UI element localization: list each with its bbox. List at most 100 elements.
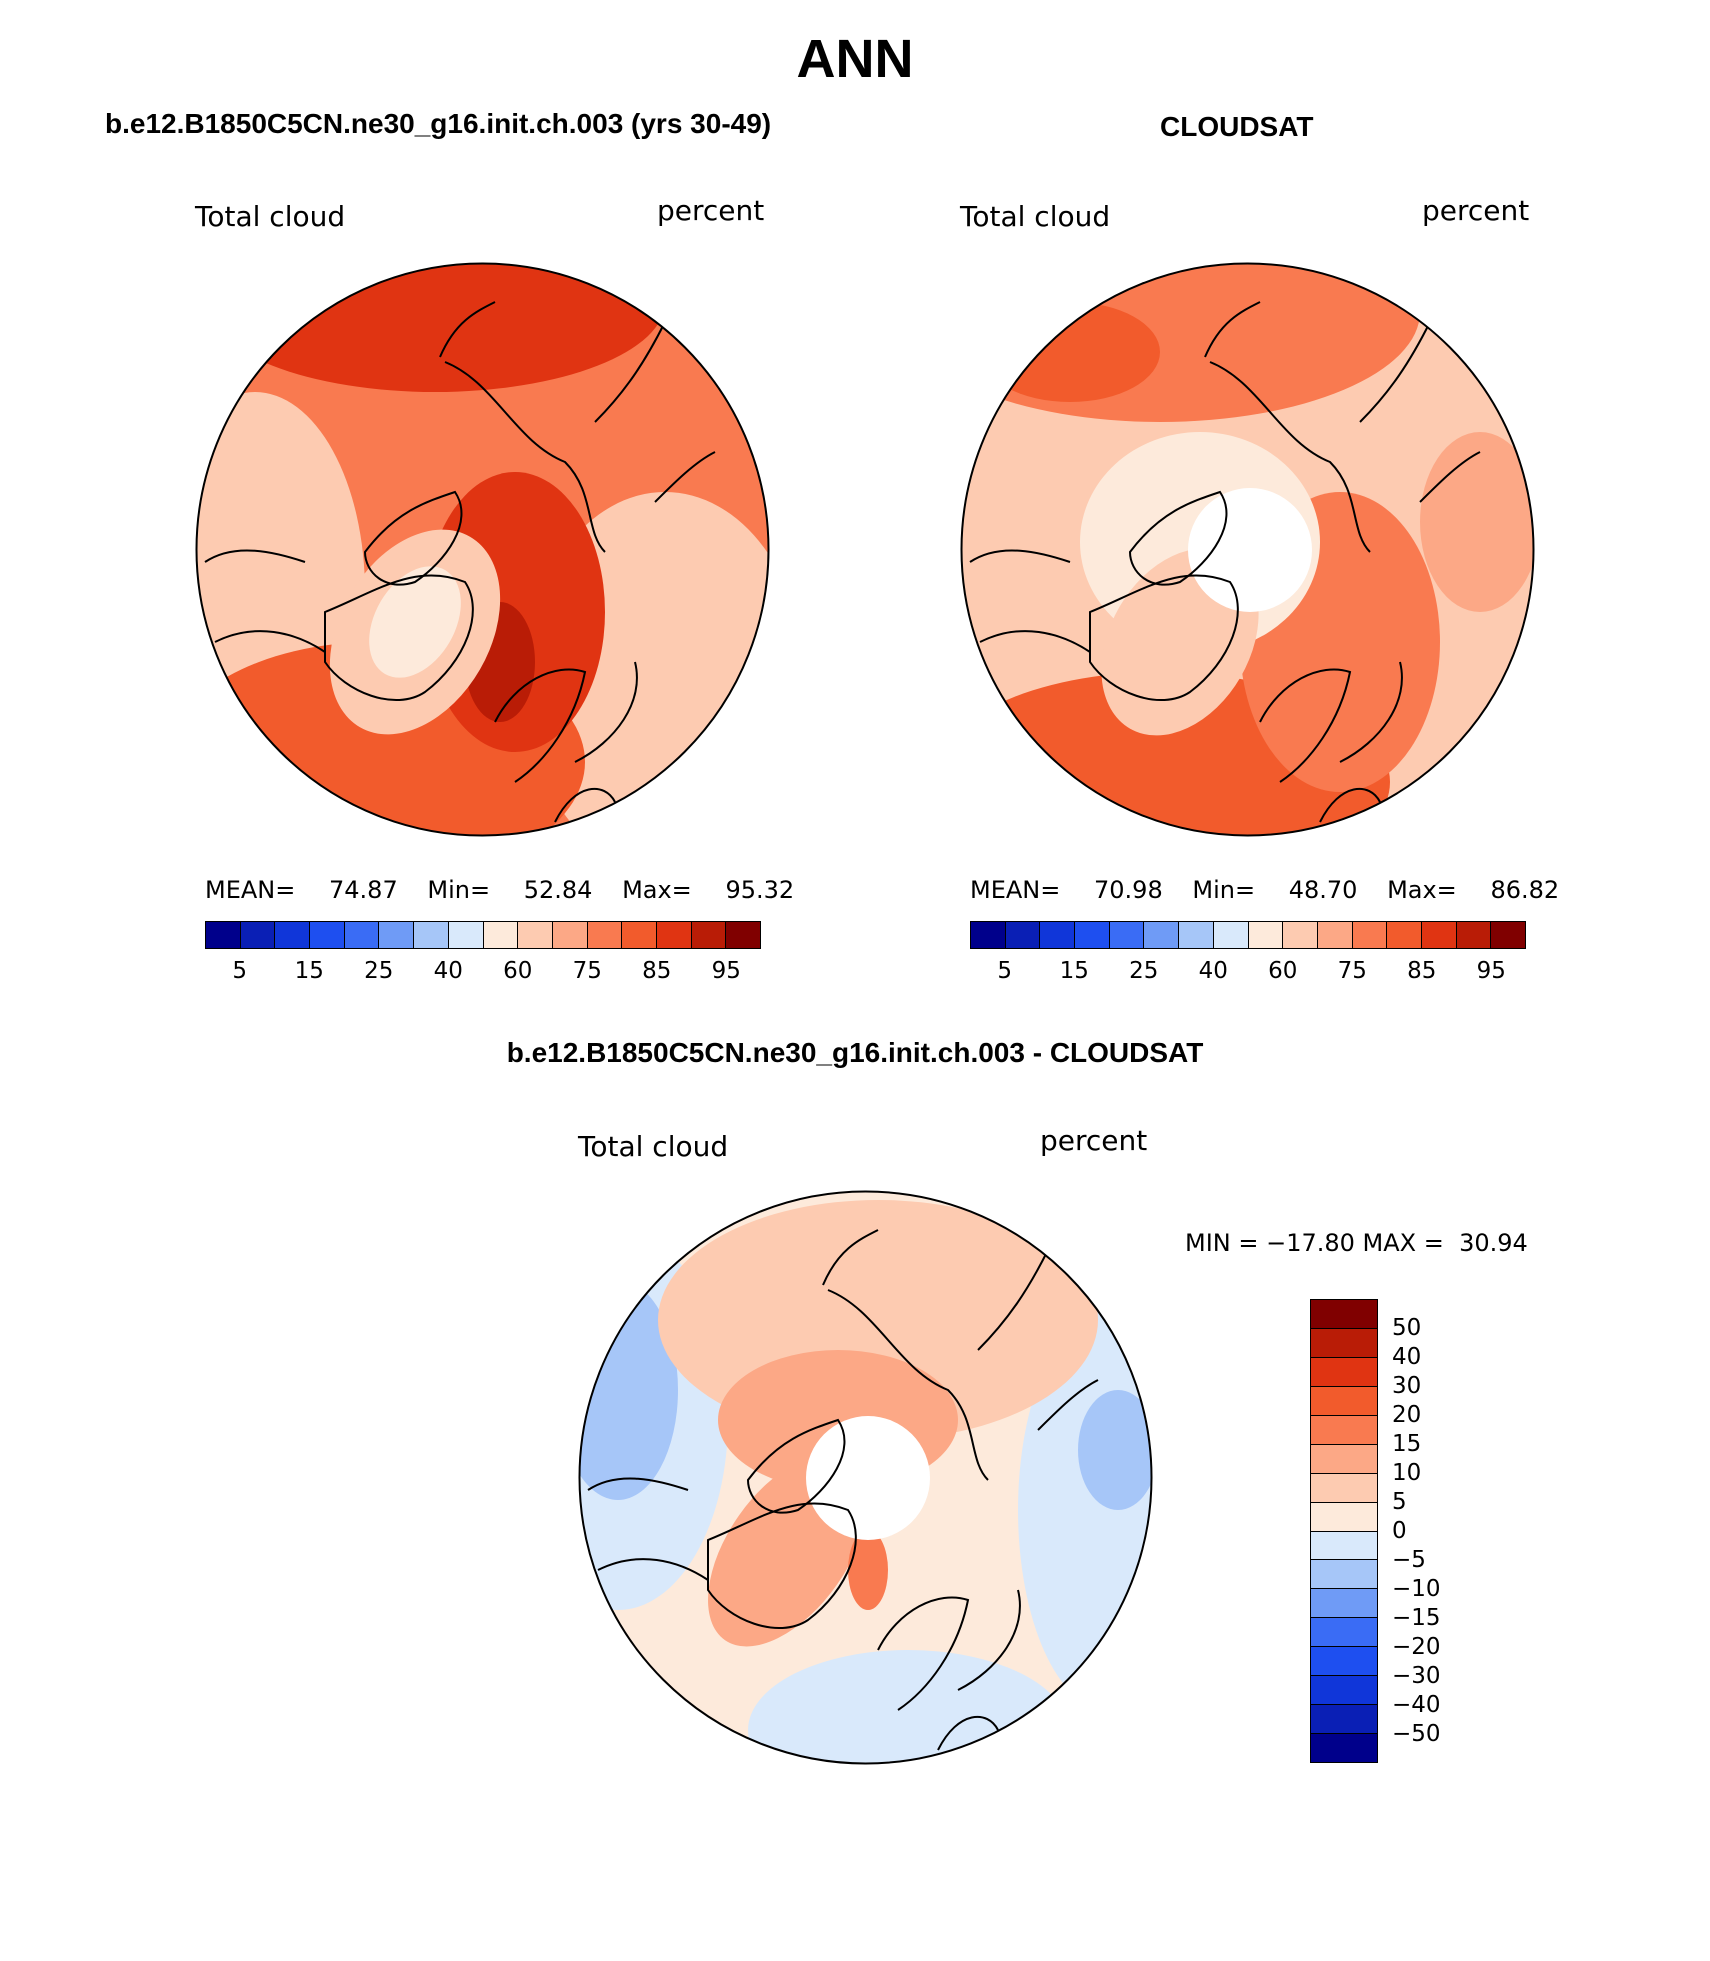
diff-colorbar-swatch: [1311, 1415, 1377, 1445]
diff-colorbar-tick-label: −40: [1392, 1692, 1441, 1718]
diff-field-hot: [848, 1530, 888, 1610]
model-colorbar-tick-label: 95: [711, 958, 741, 984]
diff-variable-label: Total cloud: [578, 1130, 729, 1163]
model-field-greenland-core: [369, 566, 461, 678]
obs-colorbar-swatch: [1144, 922, 1180, 948]
diff-colorbar-tick-label: 15: [1392, 1431, 1422, 1457]
obs-colorbar-swatch: [1075, 922, 1110, 948]
obs-colorbar-swatch: [1456, 922, 1492, 948]
obs-colorbar-swatch: [1213, 922, 1249, 948]
diff-colorbar-swatch: [1311, 1502, 1377, 1532]
model-colorbar: [205, 921, 761, 949]
model-map-outline: [195, 262, 770, 837]
diff-colorbar-tick-label: 20: [1392, 1402, 1422, 1428]
diff-field-east: [1018, 1310, 1152, 1710]
diff-colorbar-swatch: [1311, 1705, 1377, 1735]
model-colorbar-swatch: [414, 922, 449, 948]
obs-map-outline: [960, 262, 1535, 837]
diff-stats: MIN = −17.80 MAX = 30.94: [1185, 1229, 1528, 1257]
obs-pole-hole: [1188, 488, 1312, 612]
obs-colorbar-swatch: [1040, 922, 1076, 948]
model-colorbar-ticks: 5 15 25 40 60 75 85 95: [205, 958, 761, 988]
diff-colorbar-swatch: [1311, 1300, 1377, 1329]
model-field-north: [205, 263, 665, 392]
diff-colorbar-swatch: [1311, 1531, 1377, 1561]
model-coastlines: [204, 301, 716, 823]
diff-colorbar-swatch: [1311, 1386, 1377, 1416]
model-colorbar-swatch: [518, 922, 553, 948]
obs-colorbar-swatch: [1491, 922, 1525, 948]
model-polar-map: [195, 262, 770, 837]
model-colorbar-tick-label: 85: [642, 958, 672, 984]
obs-units-label: percent: [1422, 194, 1530, 227]
obs-colorbar: [970, 921, 1526, 949]
model-colorbar-swatch: [483, 922, 519, 948]
model-colorbar-swatch: [344, 922, 380, 948]
obs-colorbar-swatch: [971, 922, 1006, 948]
obs-colorbar-tick-label: 75: [1337, 958, 1367, 984]
diff-colorbar-swatch: [1311, 1444, 1377, 1474]
diff-polar-map: [578, 1190, 1153, 1765]
model-min-label: Min=: [427, 876, 491, 904]
diff-colorbar-swatch: [1311, 1473, 1377, 1503]
obs-colorbar-swatch: [1179, 922, 1214, 948]
diff-field-south: [748, 1650, 1068, 1764]
obs-panel-title: CLOUDSAT: [1160, 111, 1314, 142]
model-colorbar-tick-label: 75: [572, 958, 602, 984]
obs-colorbar-swatch: [1317, 922, 1353, 948]
diff-colorbar-tick-label: −10: [1392, 1576, 1441, 1602]
model-colorbar-tick-label: 40: [433, 958, 463, 984]
diff-units-label: percent: [1040, 1124, 1148, 1157]
diff-colorbar-swatch: [1311, 1589, 1377, 1619]
diff-colorbar-tick-label: −15: [1392, 1605, 1441, 1631]
model-panel-title: b.e12.B1850C5CN.ne30_g16.init.ch.003 (yr…: [105, 108, 772, 139]
diff-colorbar-tick-label: −30: [1392, 1663, 1441, 1689]
diff-coastlines: [587, 1229, 1099, 1751]
model-colorbar-swatch: [206, 922, 241, 948]
obs-field-north: [961, 263, 1420, 422]
diff-colorbar-tick-label: 0: [1392, 1518, 1407, 1544]
diff-colorbar-tick-label: 30: [1392, 1373, 1422, 1399]
obs-mean-label: MEAN=: [970, 876, 1061, 904]
obs-colorbar-ticks: 5 15 25 40 60 75 85 95: [970, 958, 1526, 988]
obs-colorbar-swatch: [1352, 922, 1388, 948]
diff-pole-hole: [806, 1416, 930, 1540]
obs-colorbar-tick-label: 5: [997, 958, 1013, 984]
obs-colorbar-swatch: [1421, 922, 1457, 948]
model-stats: MEAN= 74.87 Min= 52.84 Max= 95.32: [205, 876, 794, 904]
diff-colorbar-swatch: [1311, 1560, 1377, 1590]
model-colorbar-swatch: [691, 922, 727, 948]
obs-colorbar-tick-label: 95: [1476, 958, 1506, 984]
diff-colorbar-swatch: [1311, 1647, 1377, 1677]
obs-polar-map: [960, 262, 1535, 837]
obs-colorbar-tick-label: 15: [1059, 958, 1089, 984]
obs-mean-value: 70.98: [1094, 876, 1163, 904]
model-colorbar-tick-label: 25: [364, 958, 394, 984]
model-colorbar-swatch: [448, 922, 484, 948]
diff-panel-title: b.e12.B1850C5CN.ne30_g16.init.ch.003 - C…: [506, 1037, 1204, 1068]
model-colorbar-swatch: [726, 922, 760, 948]
model-colorbar-tick-label: 60: [503, 958, 533, 984]
diff-colorbar-swatch: [1311, 1328, 1377, 1358]
diff-colorbar-tick-label: −20: [1392, 1634, 1441, 1660]
diff-colorbar-swatch: [1311, 1676, 1377, 1706]
diff-colorbar: [1310, 1299, 1378, 1763]
diff-colorbar-swatch: [1311, 1357, 1377, 1387]
obs-colorbar-tick-label: 85: [1407, 958, 1437, 984]
obs-colorbar-swatch: [1248, 922, 1284, 948]
diff-colorbar-swatch: [1311, 1734, 1377, 1762]
obs-field-northwest: [980, 302, 1160, 402]
model-colorbar-swatch: [622, 922, 657, 948]
model-colorbar-swatch: [656, 922, 692, 948]
obs-colorbar-swatch: [1283, 922, 1318, 948]
diff-colorbar-tick-label: 50: [1392, 1315, 1422, 1341]
diff-colorbar-tick-label: 5: [1392, 1489, 1407, 1515]
diff-colorbar-tick-label: −5: [1392, 1547, 1426, 1573]
obs-coastlines: [969, 301, 1481, 823]
obs-variable-label: Total cloud: [960, 200, 1111, 233]
obs-stats: MEAN= 70.98 Min= 48.70 Max= 86.82: [970, 876, 1559, 904]
obs-colorbar-tick-label: 25: [1129, 958, 1159, 984]
model-colorbar-swatch: [275, 922, 311, 948]
obs-max-label: Max=: [1387, 876, 1457, 904]
obs-min-label: Min=: [1192, 876, 1256, 904]
